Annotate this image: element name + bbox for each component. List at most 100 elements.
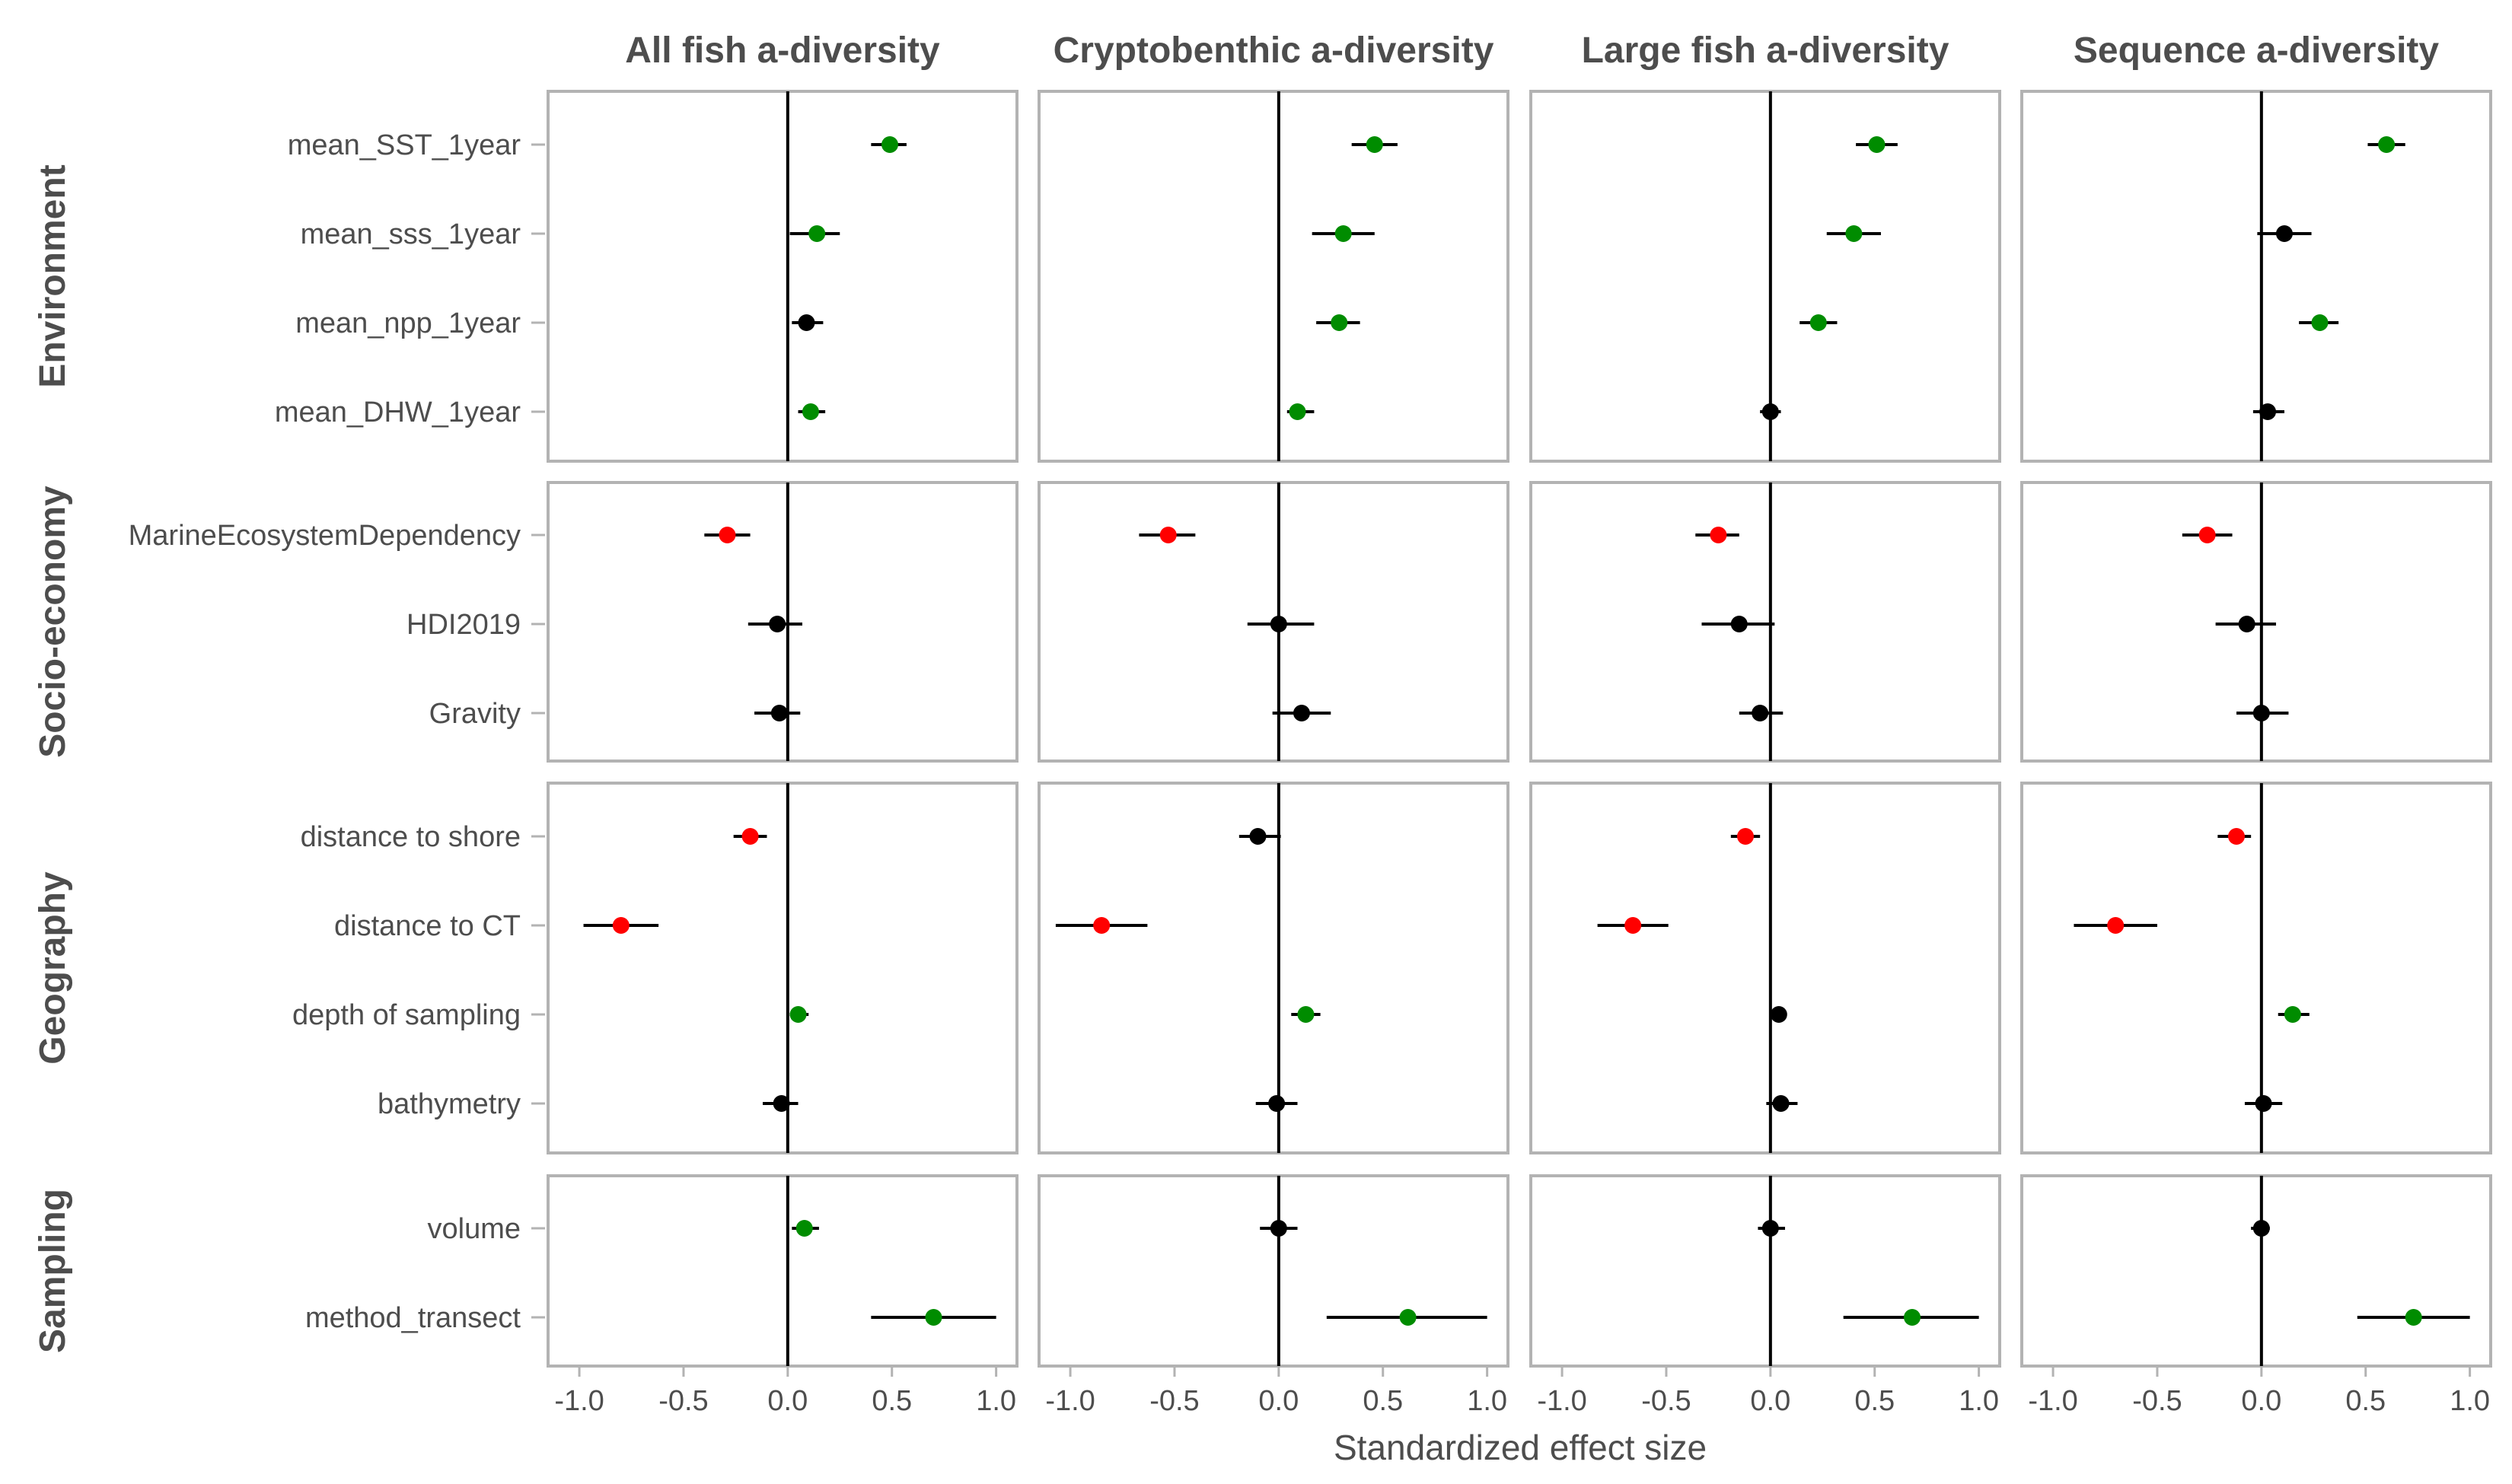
panel-cryptobenthic-a-diversity-geography bbox=[1038, 782, 1509, 1154]
variable-label-bathymetry: bathymetry bbox=[378, 1088, 521, 1120]
variable-label-mean-sst-1year: mean_SST_1year bbox=[288, 129, 521, 161]
panel-cryptobenthic-a-diversity-socio-economy bbox=[1038, 481, 1509, 763]
panel-large-fish-a-diversity-sampling bbox=[1529, 1174, 2001, 1368]
panel-sequence-a-diversity-environment bbox=[2020, 90, 2492, 463]
x-tick-label: 0.5 bbox=[2345, 1385, 2386, 1417]
x-tick-label: 1.0 bbox=[1959, 1385, 1999, 1417]
group-labels: Environment Socio-economy Geography Samplin… bbox=[33, 164, 73, 1353]
variable-labels: mean_SST_1year mean_sss_1year mean_npp_1ye… bbox=[129, 129, 545, 1334]
x-tick-label: 0.0 bbox=[1750, 1385, 1790, 1417]
x-tick-label: 0.5 bbox=[1363, 1385, 1403, 1417]
x-tick-label: -0.5 bbox=[658, 1385, 708, 1417]
panel-sequence-a-diversity-socio-economy bbox=[2020, 481, 2492, 763]
estimate-point-gravity bbox=[1752, 705, 1769, 721]
estimate-point-marineecosystemdependency bbox=[719, 527, 736, 543]
x-tick-label: -0.5 bbox=[2132, 1385, 2182, 1417]
x-tick-label: -1.0 bbox=[2028, 1385, 2077, 1417]
panel-frame bbox=[1038, 90, 1509, 463]
x-tick-label: -1.0 bbox=[1045, 1385, 1095, 1417]
x-tick-label: 0.0 bbox=[2241, 1385, 2281, 1417]
panel-frame bbox=[2020, 1174, 2492, 1368]
panel-large-fish-a-diversity-geography bbox=[1529, 782, 2001, 1154]
estimate-point-mean-dhw-1year bbox=[2259, 403, 2277, 420]
group-label-environment: Environment bbox=[33, 164, 73, 387]
panel-frame bbox=[2020, 90, 2492, 463]
estimate-point-volume bbox=[795, 1220, 813, 1237]
estimate-point-mean-sss-1year bbox=[2275, 225, 2293, 242]
estimate-point-volume bbox=[2252, 1220, 2270, 1237]
variable-label-hdi2019: HDI2019 bbox=[406, 609, 521, 641]
x-tick-label: 1.0 bbox=[2450, 1385, 2490, 1417]
panel-frame bbox=[547, 90, 1019, 463]
estimate-point-mean-dhw-1year bbox=[1289, 403, 1306, 420]
estimate-point-hdi2019 bbox=[1270, 616, 1287, 632]
panel-sequence-a-diversity-geography bbox=[2020, 782, 2492, 1154]
group-label-sampling: Sampling bbox=[33, 1189, 73, 1353]
estimate-point-distance-to-ct bbox=[612, 917, 630, 934]
column-title-cryptobenthic-a-diversity: Cryptobenthic a-diversity bbox=[1054, 30, 1494, 71]
estimate-point-volume bbox=[1270, 1220, 1287, 1237]
estimate-point-mean-sst-1year bbox=[1868, 136, 1886, 153]
estimate-point-mean-sst-1year bbox=[881, 136, 898, 153]
estimate-point-gravity bbox=[2252, 705, 2270, 721]
group-label-socio-economy: Socio-economy bbox=[33, 486, 73, 758]
estimate-point-mean-sss-1year bbox=[1845, 225, 1863, 242]
x-tick-label: -0.5 bbox=[1149, 1385, 1199, 1417]
estimate-point-distance-to-ct bbox=[1093, 917, 1111, 934]
x-axis: -1.0 -0.5 0.0 0.5 1.0 -1.0 -0.5 0.0 0.5 1.0 -1.0 -0… bbox=[554, 1366, 2490, 1417]
estimate-point-distance-to-shore bbox=[741, 828, 759, 845]
panel-large-fish-a-diversity-socio-economy bbox=[1529, 481, 2001, 763]
estimate-point-gravity bbox=[1293, 705, 1310, 721]
estimate-point-distance-to-shore bbox=[1736, 828, 1754, 845]
x-tick-label: 1.0 bbox=[976, 1385, 1016, 1417]
panel-cryptobenthic-a-diversity-environment bbox=[1038, 90, 1509, 463]
variable-label-mean-dhw-1year: mean_DHW_1year bbox=[275, 396, 521, 428]
variable-label-method-transect: method_transect bbox=[305, 1302, 521, 1334]
panel-all-fish-a-diversity-geography bbox=[547, 782, 1019, 1154]
estimate-point-distance-to-shore bbox=[1249, 828, 1267, 845]
estimate-point-method-transect bbox=[2405, 1309, 2422, 1326]
estimate-point-bathymetry bbox=[773, 1095, 790, 1112]
panel-frame bbox=[1038, 1174, 1509, 1368]
panel-frame bbox=[1529, 1174, 2001, 1368]
estimate-point-mean-npp-1year bbox=[1809, 314, 1827, 331]
variable-label-mean-npp-1year: mean_npp_1year bbox=[295, 307, 521, 339]
panel-frame bbox=[2020, 782, 2492, 1154]
variable-label-mean-sss-1year: mean_sss_1year bbox=[301, 218, 521, 250]
column-title-large-fish-a-diversity: Large fish a-diversity bbox=[1582, 30, 1949, 71]
estimate-point-marineecosystemdependency bbox=[2198, 527, 2216, 543]
variable-label-gravity: Gravity bbox=[429, 698, 521, 730]
estimate-point-depth-of-sampling bbox=[1770, 1006, 1787, 1023]
panel-all-fish-a-diversity-sampling bbox=[547, 1174, 1019, 1368]
column-title-sequence-a-diversity: Sequence a-diversity bbox=[2074, 30, 2440, 71]
variable-label-distance-to-shore: distance to shore bbox=[301, 821, 521, 853]
x-axis-title: Standardized effect size bbox=[1334, 1428, 1707, 1467]
column-title-all-fish-a-diversity: All fish a-diversity bbox=[625, 30, 940, 71]
estimate-point-mean-sst-1year bbox=[1366, 136, 1383, 153]
estimate-point-hdi2019 bbox=[769, 616, 786, 632]
estimate-point-bathymetry bbox=[1772, 1095, 1790, 1112]
variable-label-volume: volume bbox=[428, 1213, 521, 1245]
estimate-point-distance-to-ct bbox=[1624, 917, 1642, 934]
estimate-point-mean-sss-1year bbox=[1334, 225, 1352, 242]
x-tick-label: 1.0 bbox=[1467, 1385, 1507, 1417]
panel-sequence-a-diversity-sampling bbox=[2020, 1174, 2492, 1368]
estimate-point-mean-sss-1year bbox=[808, 225, 826, 242]
estimate-point-distance-to-shore bbox=[2227, 828, 2245, 845]
panels bbox=[547, 90, 2492, 1368]
panel-all-fish-a-diversity-socio-economy bbox=[547, 481, 1019, 763]
estimate-point-marineecosystemdependency bbox=[1159, 527, 1177, 543]
estimate-point-volume bbox=[1761, 1220, 1779, 1237]
estimate-point-bathymetry bbox=[1268, 1095, 1286, 1112]
estimate-point-marineecosystemdependency bbox=[1710, 527, 1727, 543]
x-tick-label: 0.0 bbox=[1258, 1385, 1299, 1417]
estimate-point-depth-of-sampling bbox=[1297, 1006, 1315, 1023]
variable-label-distance-to-ct: distance to CT bbox=[334, 910, 521, 942]
estimate-point-depth-of-sampling bbox=[2284, 1006, 2301, 1023]
panel-frame bbox=[1529, 90, 2001, 463]
x-tick-label: -1.0 bbox=[554, 1385, 604, 1417]
panel-frame bbox=[1529, 782, 2001, 1154]
estimate-point-mean-npp-1year bbox=[798, 314, 815, 331]
estimate-point-mean-dhw-1year bbox=[1761, 403, 1779, 420]
estimate-point-mean-sst-1year bbox=[2378, 136, 2396, 153]
